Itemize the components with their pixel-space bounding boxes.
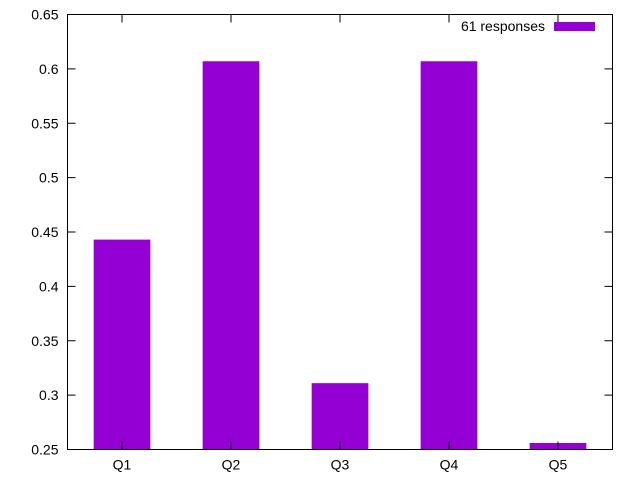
bar-q2	[202, 61, 260, 450]
y-tick-label: 0.6	[39, 61, 59, 77]
x-tick-label: Q3	[331, 457, 350, 473]
bar-q1	[93, 239, 151, 450]
x-axis: Q1 Q2 Q3 Q4 Q5	[113, 14, 568, 473]
y-tick-label: 0.3	[39, 387, 59, 403]
y-tick-label: 0.4	[39, 278, 59, 294]
x-tick-label: Q5	[549, 457, 568, 473]
bar-q3	[311, 383, 369, 450]
y-tick-label: 0.35	[31, 333, 58, 349]
x-tick-label: Q2	[222, 457, 241, 473]
y-tick-label: 0.55	[31, 115, 58, 131]
legend-label: 61 responses	[461, 18, 545, 34]
bar-q4	[420, 61, 478, 450]
y-tick-label: 0.45	[31, 224, 58, 240]
y-tick-label: 0.25	[31, 442, 58, 458]
x-tick-label: Q1	[113, 457, 132, 473]
bars-group	[93, 61, 587, 450]
x-tick-label: Q4	[440, 457, 459, 473]
y-axis: 0.25 0.3 0.35 0.4 0.45 0.5 0.55 0.6 0.65	[31, 7, 613, 458]
legend: 61 responses	[461, 18, 595, 34]
y-tick-label: 0.65	[31, 7, 58, 23]
legend-swatch	[554, 22, 595, 31]
y-tick-label: 0.5	[39, 170, 59, 186]
